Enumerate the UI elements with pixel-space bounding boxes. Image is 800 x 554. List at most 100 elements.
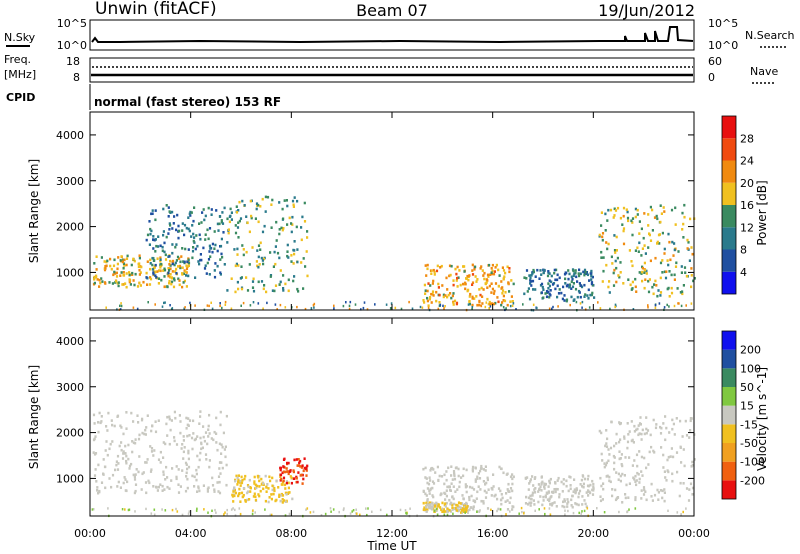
- velocity-cell: [379, 508, 382, 512]
- velocity-cell: [586, 507, 589, 510]
- power-cell: [269, 275, 272, 278]
- power-cell: [177, 236, 180, 240]
- power-cell: [669, 258, 672, 262]
- power-cell: [128, 280, 131, 284]
- velocity-cell: [507, 490, 510, 493]
- velocity-cell: [435, 509, 438, 512]
- power-cell: [181, 247, 184, 250]
- power-cell: [590, 278, 593, 281]
- power-cell: [486, 286, 489, 289]
- power-cell: [126, 254, 129, 258]
- velocity-cell: [581, 495, 584, 498]
- velocity-cell: [271, 488, 274, 492]
- velocity-cell: [690, 417, 693, 420]
- velocity-cell: [422, 467, 425, 471]
- velocity-cell: [531, 475, 534, 478]
- power-cell: [161, 305, 164, 308]
- power-cell: [570, 295, 573, 299]
- power-cell: [570, 275, 573, 279]
- velocity-cell: [680, 461, 683, 464]
- velocity-cell: [641, 428, 644, 432]
- power-cell: [554, 287, 557, 291]
- power-cell: [546, 291, 549, 294]
- power-cell: [169, 259, 172, 263]
- power-cell: [183, 307, 185, 310]
- velocity-cell: [290, 476, 293, 480]
- velocity-cell: [579, 483, 582, 486]
- velocity-cell: [582, 485, 585, 489]
- velocity-colorbar-tick-label: 50: [740, 381, 754, 394]
- velocity-cell: [279, 466, 282, 470]
- velocity-cell: [454, 506, 457, 510]
- power-cell: [249, 304, 252, 307]
- power-cell: [284, 282, 287, 286]
- velocity-cell: [122, 432, 125, 436]
- time-tick-label: 20:00: [577, 527, 609, 540]
- power-cell: [467, 278, 470, 282]
- power-cell: [506, 303, 509, 307]
- power-cell: [643, 212, 646, 215]
- velocity-cell: [538, 487, 541, 491]
- velocity-cell: [285, 480, 288, 483]
- power-cell: [171, 243, 174, 246]
- power-cell: [680, 304, 683, 308]
- velocity-cell: [567, 500, 570, 504]
- power-cell: [240, 265, 243, 268]
- velocity-cell: [237, 492, 241, 496]
- velocity-cell: [638, 450, 641, 453]
- power-cell: [215, 209, 218, 212]
- power-cell: [455, 279, 458, 282]
- velocity-cell: [293, 458, 296, 462]
- velocity-cell: [691, 486, 695, 490]
- power-cell: [221, 211, 224, 214]
- power-cell: [290, 230, 293, 234]
- power-cell: [103, 268, 107, 272]
- power-cell: [435, 269, 439, 273]
- velocity-cell: [367, 507, 369, 510]
- velocity-cell: [171, 467, 174, 470]
- power-cell: [183, 279, 186, 283]
- power-cell: [159, 266, 162, 269]
- velocity-cell: [671, 479, 674, 483]
- velocity-cell: [93, 437, 96, 441]
- power-cell: [172, 222, 175, 225]
- power-cell: [164, 301, 166, 304]
- velocity-cell: [185, 475, 188, 478]
- power-cell: [233, 248, 236, 251]
- power-cell: [574, 287, 578, 291]
- power-cell: [570, 280, 573, 283]
- velocity-cell: [458, 505, 461, 509]
- velocity-cell: [637, 473, 640, 476]
- power-cell: [183, 233, 186, 237]
- velocity-cell: [157, 458, 161, 461]
- power-cell: [300, 261, 303, 264]
- power-cell: [159, 244, 162, 248]
- power-cell: [647, 224, 650, 227]
- power-cell: [256, 249, 259, 252]
- power-cell: [261, 230, 265, 234]
- velocity-cell: [623, 435, 626, 438]
- velocity-cell: [440, 475, 444, 478]
- velocity-cell: [278, 495, 281, 498]
- power-cell: [171, 307, 174, 310]
- velocity-cell: [451, 495, 454, 498]
- velocity-cell: [279, 468, 282, 472]
- velocity-colorbar-band: [722, 461, 736, 481]
- velocity-cell: [141, 417, 144, 421]
- power-cell: [462, 265, 465, 268]
- power-cell: [148, 220, 151, 223]
- power-cell: [677, 250, 680, 253]
- velocity-cell: [213, 490, 216, 493]
- velocity-cell: [265, 485, 268, 489]
- power-cell: [588, 306, 591, 309]
- velocity-cell: [197, 465, 200, 469]
- velocity-cell: [224, 511, 226, 514]
- power-cell: [673, 242, 676, 245]
- power-cell: [197, 260, 200, 263]
- power-cell: [468, 300, 471, 303]
- power-cell: [447, 293, 450, 297]
- velocity-cell: [628, 508, 630, 511]
- power-cell: [200, 221, 203, 224]
- power-cell: [430, 269, 433, 272]
- power-cell: [179, 266, 182, 270]
